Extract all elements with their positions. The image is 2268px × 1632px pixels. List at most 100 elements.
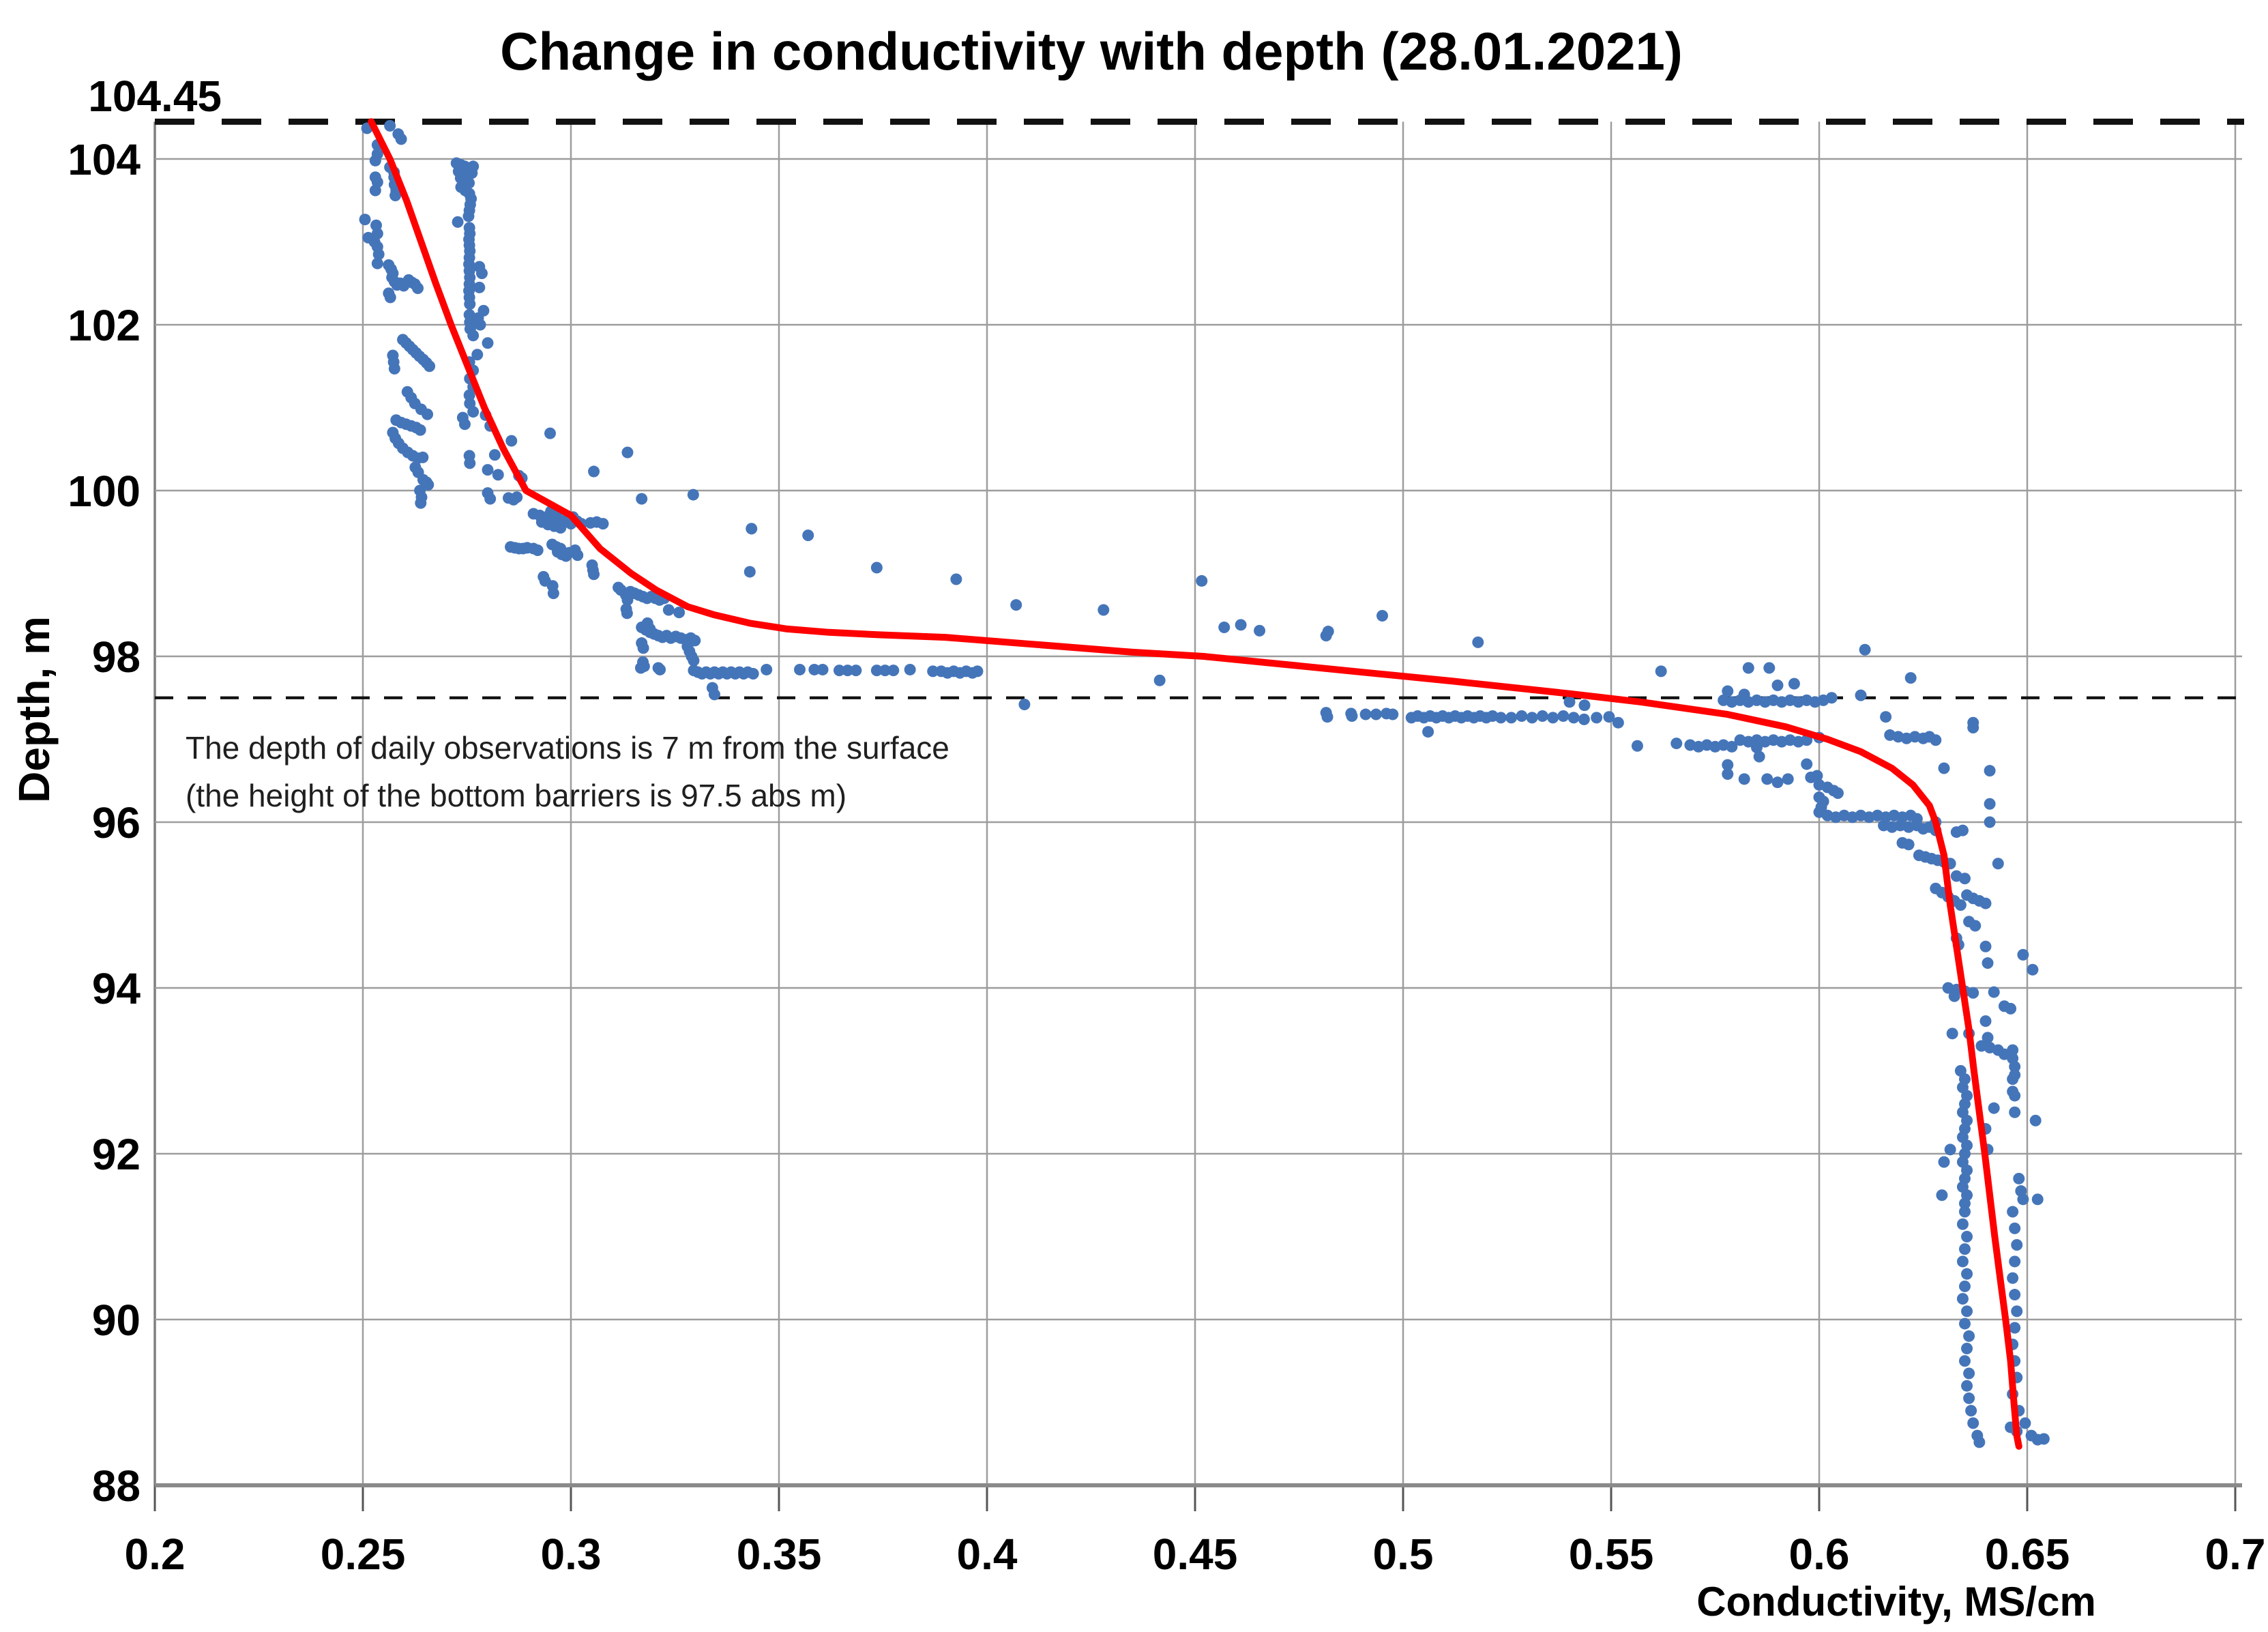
scatter-point (1526, 712, 1538, 724)
scatter-point (1254, 624, 1266, 637)
x-tick-labels: 0.2 0.25 0.3 0.35 0.4 0.45 0.5 0.55 0.6 0.65 0.7 (125, 1530, 2266, 1579)
scatter-point (1944, 1143, 1956, 1156)
scatter-point (802, 529, 814, 542)
scatter-point (743, 566, 756, 578)
scatter-point (1961, 1305, 1973, 1317)
scatter-point (597, 518, 609, 530)
y-tick-label: 88 (92, 1461, 141, 1511)
scatter-point (1963, 1367, 1975, 1380)
scatter-point (1722, 759, 1734, 771)
scatter-point (369, 184, 381, 196)
scatter-point (1472, 636, 1484, 648)
scatter-point (492, 469, 504, 481)
scatter-point (1982, 957, 1994, 970)
scatter-point (1948, 990, 1960, 1002)
scatter-point (466, 167, 478, 179)
scatter-point (761, 663, 773, 675)
scatter-point (621, 607, 633, 620)
scatter-point (850, 665, 862, 677)
scatter-point (870, 665, 883, 677)
scatter-point (746, 523, 758, 535)
scatter-point (1753, 751, 1765, 763)
scatter-point (1567, 712, 1580, 724)
scatter-point (1322, 626, 1334, 638)
scatter-point (1751, 742, 1763, 754)
scatter-point (2013, 1172, 2025, 1184)
scatter-point (462, 210, 475, 222)
scatter-point (673, 607, 686, 619)
scatter-point (1984, 798, 1996, 810)
y-tick-label: 104 (68, 135, 141, 184)
scatter-point (473, 281, 486, 293)
scatter-point (1938, 1156, 1950, 1168)
scatter-point (475, 267, 488, 280)
scatter-point (1722, 685, 1734, 697)
x-tick-label: 0.3 (541, 1530, 602, 1579)
scatter-point (2007, 1272, 2019, 1284)
scatter-point (389, 189, 402, 201)
scatter-point (1196, 574, 1208, 587)
scatter-point (2007, 1044, 2019, 1056)
scatter-point (372, 248, 385, 261)
scatter-point (417, 451, 429, 463)
scatter-point (415, 497, 427, 509)
x-tick-label: 0.25 (321, 1530, 406, 1579)
gridlines (153, 121, 2242, 1511)
scatter-point (588, 568, 600, 581)
scatter-point (1578, 713, 1590, 725)
reference-dashed-lines (155, 118, 2244, 699)
scatter-point (414, 424, 426, 436)
scatter-point (708, 688, 720, 701)
scatter-point (1950, 826, 1962, 839)
scatter-point (395, 133, 407, 145)
scatter-point (1771, 680, 1784, 692)
scatter-point (1855, 689, 1867, 701)
scatter-point (950, 573, 962, 585)
scatter-point (371, 257, 383, 269)
scatter-point (636, 493, 648, 505)
scatter-point (1387, 708, 1399, 720)
x-tick-label: 0.45 (1153, 1530, 1238, 1579)
scatter-point (1825, 692, 1838, 704)
scatter-point (1979, 940, 1992, 952)
scatter-point (484, 493, 497, 505)
chart-title: Change in conductivity with depth (28.01… (500, 21, 1683, 81)
scatter-point (1936, 1189, 1948, 1201)
scatter-point (2037, 1433, 2050, 1445)
scatter-point (1938, 762, 1950, 774)
scatter-point (1801, 758, 1813, 770)
scatter-point (2007, 1052, 2019, 1064)
scatter-point (927, 665, 939, 677)
scatter-point (1961, 1343, 1973, 1355)
scatter-point (1956, 1255, 1969, 1268)
y-tick-label: 90 (92, 1296, 141, 1345)
scatter-point (544, 427, 556, 439)
scatter-point (1321, 711, 1334, 723)
scatter-point (1965, 1405, 1977, 1417)
scatter-point (1979, 897, 1992, 909)
scatter-point (1359, 708, 1372, 720)
x-tick-label: 0.65 (1985, 1530, 2070, 1579)
scatter-point (1988, 986, 2000, 998)
scatter-point (572, 549, 584, 562)
scatter-point (464, 457, 476, 469)
y-tick-labels: 104 102 100 98 96 94 92 90 88 (68, 135, 141, 1511)
scatter-point (511, 491, 523, 504)
scatter-point (452, 216, 464, 228)
scatter-point (1742, 662, 1754, 674)
scatter-point (2009, 1106, 2021, 1118)
annotation-line-1: The depth of daily observations is 7 m f… (186, 730, 949, 766)
scatter-point (2007, 1085, 2019, 1098)
scatter-point (1859, 643, 1871, 656)
scatter-point (1738, 773, 1750, 785)
scatter-point (1904, 672, 1917, 684)
scatter-point (482, 337, 494, 349)
x-tick-label: 0.4 (957, 1530, 1018, 1579)
scatter-point (1946, 1028, 1958, 1040)
scatter-point (1959, 1243, 1971, 1255)
scatter-point (2011, 1305, 2023, 1317)
scatter-point (1967, 721, 1979, 733)
scatter-point (2011, 1239, 2023, 1251)
y-axis-title: Depth, m (10, 616, 59, 803)
